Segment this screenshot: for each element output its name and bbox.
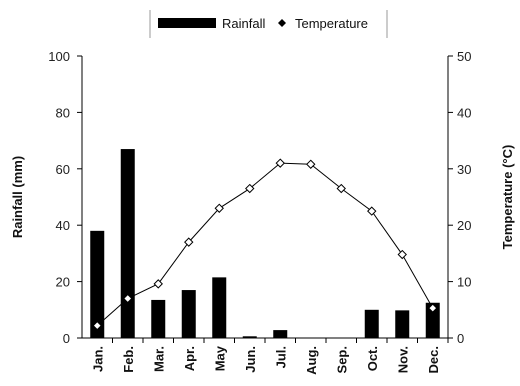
temperature-point xyxy=(92,320,102,331)
x-tick-label: Aug. xyxy=(304,346,319,375)
x-axis-ticks: Jan. Feb. Mar. Apr. May Jun. Jul. Aug. Sep. Oct. N… xyxy=(90,338,449,375)
temperature-point xyxy=(214,203,224,213)
temperature-point xyxy=(245,183,255,194)
y2-tick-label: 40 xyxy=(457,105,471,120)
temperature-point xyxy=(428,303,438,313)
temperature-point xyxy=(275,158,285,168)
y-tick-label: 100 xyxy=(48,49,70,64)
legend-rainfall-swatch xyxy=(158,18,216,28)
x-tick-label: Feb. xyxy=(121,346,136,373)
y-tick-label: 0 xyxy=(63,331,70,346)
legend: Rainfall Temperature xyxy=(149,10,388,38)
x-tick-label: May xyxy=(212,345,227,371)
temperature-series xyxy=(92,158,438,331)
x-tick-label: Oct. xyxy=(365,346,380,371)
x-tick-label: Nov. xyxy=(395,346,410,373)
x-tick-label: Mar. xyxy=(151,346,166,372)
temperature-point xyxy=(397,249,407,260)
y-tick-label: 60 xyxy=(56,162,70,177)
right-axis-ticks: 0 10 20 30 40 50 xyxy=(448,49,471,346)
y-tick-label: 80 xyxy=(56,105,70,120)
rainfall-bar xyxy=(395,310,410,338)
y2-tick-label: 50 xyxy=(457,49,471,64)
temperature-point xyxy=(336,183,346,194)
rainfall-bar xyxy=(273,330,288,338)
y-tick-label: 40 xyxy=(56,218,70,233)
x-tick-label: Jun. xyxy=(243,346,258,373)
legend-temperature-marker xyxy=(278,19,286,27)
y2-tick-label: 20 xyxy=(457,218,471,233)
legend-rainfall-label: Rainfall xyxy=(222,16,265,31)
temperature-point xyxy=(306,159,316,169)
y-tick-label: 20 xyxy=(56,275,70,290)
rainfall-bar xyxy=(212,277,227,338)
rainfall-bar xyxy=(151,299,166,338)
y2-axis-title: Temperature (°C) xyxy=(500,145,515,250)
temperature-point xyxy=(367,206,377,216)
y2-tick-label: 30 xyxy=(457,162,471,177)
rainfall-bar xyxy=(425,302,440,338)
x-tick-label: Jul. xyxy=(273,346,288,368)
x-tick-label: Sep. xyxy=(334,346,349,373)
y-axis-title: Rainfall (mm) xyxy=(10,156,25,238)
rainfall-bars xyxy=(90,149,440,338)
rainfall-bar xyxy=(120,149,135,338)
temperature-point xyxy=(184,237,194,247)
rainfall-bar xyxy=(90,230,105,338)
x-tick-label: Apr. xyxy=(182,346,197,371)
x-tick-label: Jan. xyxy=(90,346,105,372)
left-axis-ticks: 0 20 40 60 80 100 xyxy=(48,49,82,346)
legend-temperature-label: Temperature xyxy=(295,16,368,31)
temperature-point xyxy=(123,293,133,304)
x-tick-label: Dec. xyxy=(426,346,441,373)
rainfall-bar xyxy=(364,309,379,338)
y2-tick-label: 10 xyxy=(457,275,471,290)
y2-tick-label: 0 xyxy=(457,331,464,346)
rainfall-bar xyxy=(181,290,196,338)
rainfall-bar xyxy=(242,336,257,338)
temperature-point xyxy=(153,279,163,289)
temperature-line xyxy=(96,162,434,326)
